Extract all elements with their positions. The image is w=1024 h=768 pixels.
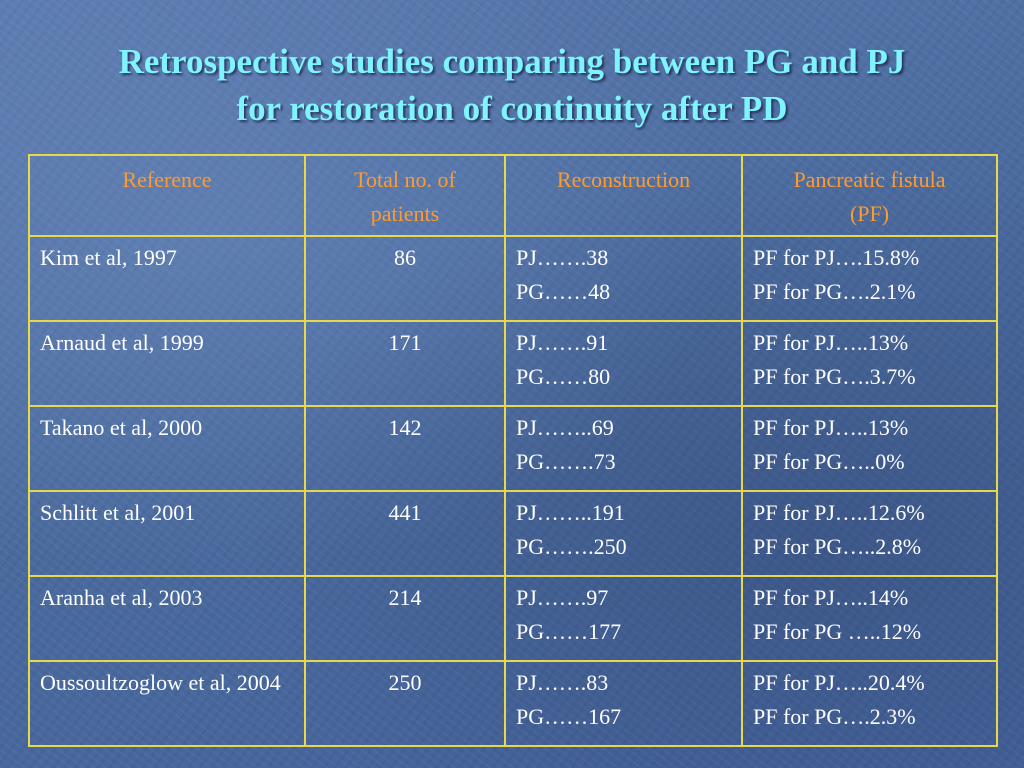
cell-pancreatic-fistula: PF for PJ…..13% PF for PG…..0%: [741, 405, 998, 492]
pf-pj: PF for PJ…..13%: [753, 330, 909, 355]
slide-title: Retrospective studies comparing between …: [0, 38, 1024, 132]
cell-reconstruction: PJ…….38 PG……48: [504, 235, 743, 322]
header-total-patients: Total no. of patients: [304, 154, 506, 237]
cell-total-patients: 250: [304, 660, 506, 747]
pf-pj: PF for PJ…..14%: [753, 585, 909, 610]
cell-pancreatic-fistula: PF for PJ…..12.6% PF for PG…..2.8%: [741, 490, 998, 577]
cell-reference: Oussoultzoglow et al, 2004: [28, 660, 306, 747]
pf-pj: PF for PJ…..20.4%: [753, 670, 925, 695]
cell-reconstruction: PJ…….91 PG……80: [504, 320, 743, 407]
cell-reconstruction: PJ…….83 PG……167: [504, 660, 743, 747]
header-reference: Reference: [28, 154, 306, 237]
table-row: Aranha et al, 2003 214 PJ…….97 PG……177 P…: [28, 575, 998, 662]
slide-title-line-2: for restoration of continuity after PD: [236, 89, 788, 128]
cell-reference: Takano et al, 2000: [28, 405, 306, 492]
recon-pg: PG……48: [516, 279, 611, 304]
cell-total-patients: 441: [304, 490, 506, 577]
cell-reconstruction: PJ……..191 PG…….250: [504, 490, 743, 577]
cell-reconstruction: PJ…….97 PG……177: [504, 575, 743, 662]
pf-pg: PF for PG…..0%: [753, 449, 905, 474]
recon-pj: PJ…….97: [516, 585, 609, 610]
recon-pj: PJ…….91: [516, 330, 609, 355]
cell-total-patients: 142: [304, 405, 506, 492]
studies-table: Reference Total no. of patients Reconstr…: [28, 154, 998, 747]
table-row: Kim et al, 1997 86 PJ…….38 PG……48 PF for…: [28, 235, 998, 322]
table-row: Takano et al, 2000 142 PJ……..69 PG…….73 …: [28, 405, 998, 492]
table-row: Oussoultzoglow et al, 2004 250 PJ…….83 P…: [28, 660, 998, 747]
table-row: Schlitt et al, 2001 441 PJ……..191 PG…….2…: [28, 490, 998, 577]
pf-pg: PF for PG…..2.8%: [753, 534, 922, 559]
cell-pancreatic-fistula: PF for PJ….15.8% PF for PG….2.1%: [741, 235, 998, 322]
pf-pg: PF for PG …..12%: [753, 619, 922, 644]
pf-pj: PF for PJ…..13%: [753, 415, 909, 440]
cell-pancreatic-fistula: PF for PJ…..13% PF for PG….3.7%: [741, 320, 998, 407]
table-header-row: Reference Total no. of patients Reconstr…: [28, 154, 998, 237]
pf-pg: PF for PG….3.7%: [753, 364, 916, 389]
recon-pg: PG……167: [516, 704, 622, 729]
recon-pg: PG…….73: [516, 449, 616, 474]
table-row: Arnaud et al, 1999 171 PJ…….91 PG……80 PF…: [28, 320, 998, 407]
cell-reference: Kim et al, 1997: [28, 235, 306, 322]
cell-pancreatic-fistula: PF for PJ…..14% PF for PG …..12%: [741, 575, 998, 662]
cell-total-patients: 214: [304, 575, 506, 662]
cell-reference: Schlitt et al, 2001: [28, 490, 306, 577]
pf-pg: PF for PG….2.1%: [753, 279, 916, 304]
recon-pg: PG……177: [516, 619, 622, 644]
pf-pj: PF for PJ…..12.6%: [753, 500, 925, 525]
cell-total-patients: 86: [304, 235, 506, 322]
recon-pj: PJ…….38: [516, 245, 609, 270]
header-pancreatic-fistula: Pancreatic fistula (PF): [741, 154, 998, 237]
slide-title-line-1: Retrospective studies comparing between …: [118, 42, 906, 81]
recon-pg: PG……80: [516, 364, 611, 389]
recon-pj: PJ…….83: [516, 670, 609, 695]
cell-total-patients: 171: [304, 320, 506, 407]
pf-pj: PF for PJ….15.8%: [753, 245, 920, 270]
pf-pg: PF for PG….2.3%: [753, 704, 916, 729]
recon-pg: PG…….250: [516, 534, 627, 559]
recon-pj: PJ……..69: [516, 415, 614, 440]
header-reconstruction: Reconstruction: [504, 154, 743, 237]
recon-pj: PJ……..191: [516, 500, 625, 525]
cell-reconstruction: PJ……..69 PG…….73: [504, 405, 743, 492]
cell-pancreatic-fistula: PF for PJ…..20.4% PF for PG….2.3%: [741, 660, 998, 747]
cell-reference: Arnaud et al, 1999: [28, 320, 306, 407]
cell-reference: Aranha et al, 2003: [28, 575, 306, 662]
